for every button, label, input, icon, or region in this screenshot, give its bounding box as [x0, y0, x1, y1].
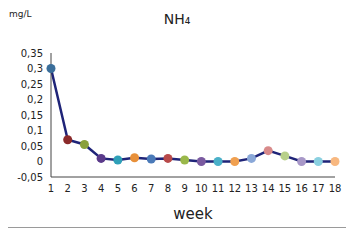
svg-text:0,3: 0,3	[27, 63, 43, 74]
svg-text:9: 9	[181, 183, 187, 194]
svg-text:15: 15	[279, 183, 292, 194]
svg-text:7: 7	[148, 183, 154, 194]
svg-text:-0,05: -0,05	[17, 172, 43, 183]
svg-text:0,35: 0,35	[21, 48, 43, 59]
svg-text:13: 13	[245, 183, 258, 194]
svg-text:5: 5	[115, 183, 121, 194]
svg-text:0,25: 0,25	[21, 79, 43, 90]
svg-text:0,15: 0,15	[21, 110, 43, 121]
svg-text:14: 14	[262, 183, 275, 194]
svg-text:2: 2	[65, 183, 71, 194]
svg-text:0,1: 0,1	[27, 125, 43, 136]
svg-text:16: 16	[295, 183, 308, 194]
svg-text:8: 8	[165, 183, 171, 194]
svg-text:1: 1	[48, 183, 54, 194]
svg-text:4: 4	[98, 183, 104, 194]
svg-text:0: 0	[37, 156, 43, 167]
svg-text:17: 17	[312, 183, 325, 194]
svg-text:12: 12	[228, 183, 241, 194]
svg-text:18: 18	[329, 183, 342, 194]
svg-text:0,05: 0,05	[21, 141, 43, 152]
svg-text:3: 3	[81, 183, 87, 194]
svg-text:11: 11	[212, 183, 225, 194]
svg-text:10: 10	[195, 183, 208, 194]
svg-text:week: week	[173, 205, 213, 223]
svg-text:6: 6	[131, 183, 137, 194]
html-text:mg/L: mg/L	[9, 9, 32, 19]
html-text:NH₄: NH₄	[163, 11, 191, 27]
svg-text:0,2: 0,2	[27, 94, 43, 105]
